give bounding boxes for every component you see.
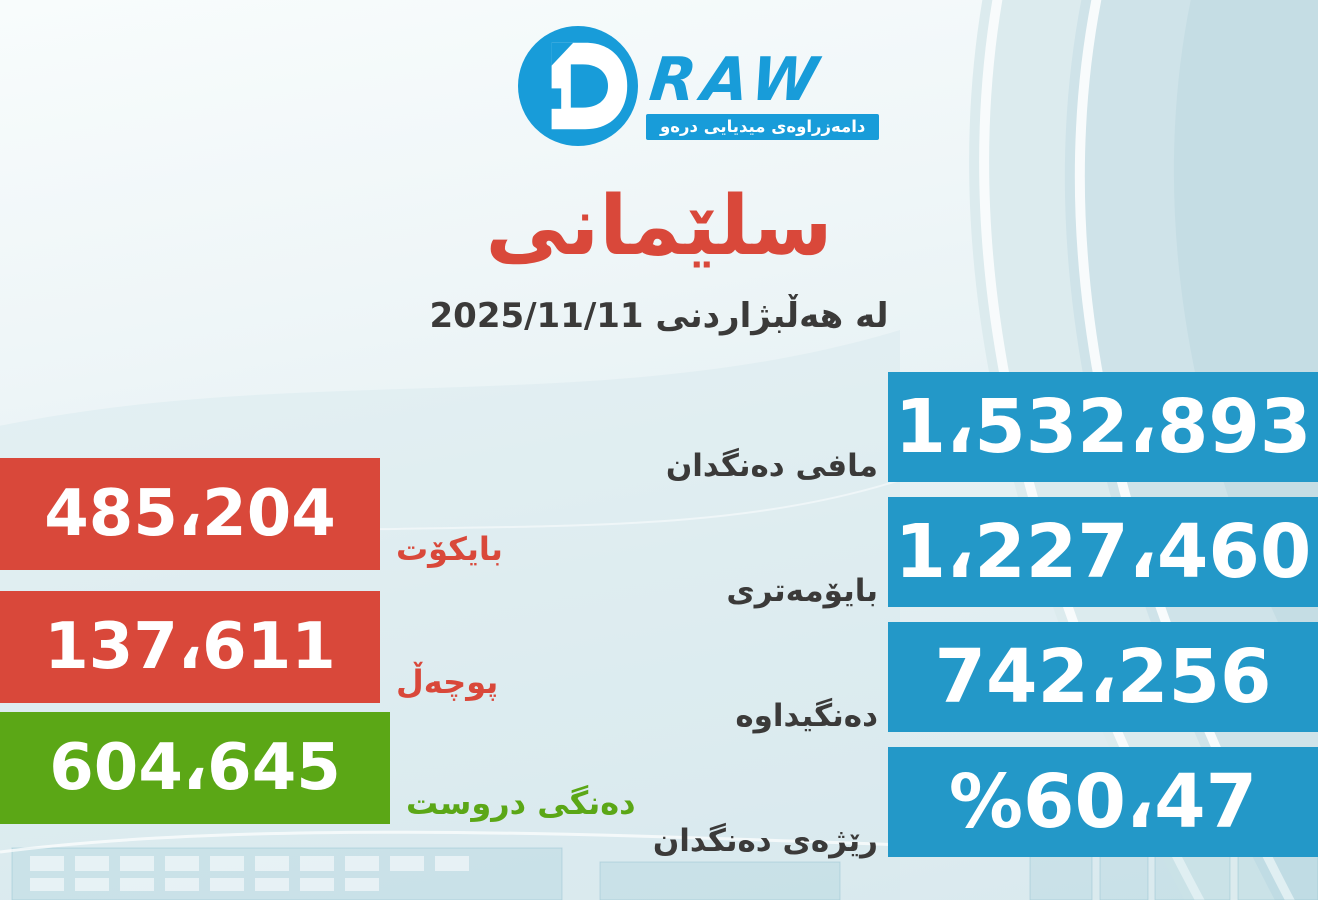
stat-value-boycott: 485،204 xyxy=(44,477,336,551)
stat-value-turnout-rate: %60،47 xyxy=(948,759,1258,845)
stat-label-turnout-rate: رێژەی دەنگدان xyxy=(652,823,878,859)
page-title: سلێمانی xyxy=(485,179,833,274)
stat-row-eligible-voters: مافی دەنگدان 1،532،893 xyxy=(0,372,1318,484)
stat-value-eligible-voters: 1،532،893 xyxy=(894,384,1312,470)
stat-row-turnout-rate: رێژەی دەنگدان %60،47 xyxy=(0,747,1318,859)
stat-value-valid-votes: 604،645 xyxy=(49,731,341,805)
stat-row-invalid-votes: 137،611 پوچەڵ xyxy=(0,591,1318,703)
election-date-subtitle: لە هەڵبژاردنی 2025/11/11 xyxy=(429,296,889,336)
stat-box-turnout-rate: %60،47 xyxy=(888,747,1318,857)
stat-box-voted: 742،256 xyxy=(888,622,1318,732)
stat-box-biometric: 1،227،460 xyxy=(888,497,1318,607)
stat-label-valid-votes: دەنگی دروست xyxy=(406,784,636,822)
stat-value-biometric: 1،227،460 xyxy=(894,509,1312,595)
stat-row-valid-votes: 604،645 دەنگی دروست xyxy=(0,712,1318,824)
stat-box-eligible-voters: 1،532،893 xyxy=(888,372,1318,482)
logo-text-group: RAW دامەزراوەی میدیایی درەو xyxy=(646,16,880,140)
stat-row-biometric: بایۆمەتری 1،227،460 xyxy=(0,497,1318,609)
stat-label-invalid-votes: پوچەڵ xyxy=(396,663,499,701)
stat-value-voted: 742،256 xyxy=(934,634,1272,720)
stat-box-valid-votes: 604،645 xyxy=(0,712,390,824)
stat-row-boycott: 485،204 بایکۆت xyxy=(0,458,1318,570)
stat-label-voted: دەنگیداوە xyxy=(735,698,878,734)
stat-label-biometric: بایۆمەتری xyxy=(726,573,878,609)
logo-block: RAW دامەزراوەی میدیایی درەو xyxy=(518,16,880,146)
logo-tagline: دامەزراوەی میدیایی درەو xyxy=(646,114,880,140)
stat-box-invalid-votes: 137،611 xyxy=(0,591,380,703)
stat-value-invalid-votes: 137،611 xyxy=(44,610,336,684)
stat-box-boycott: 485،204 xyxy=(0,458,380,570)
logo-wordmark: RAW xyxy=(646,45,828,115)
stat-row-voted: دەنگیداوە 742،256 xyxy=(0,622,1318,734)
stat-label-boycott: بایکۆت xyxy=(396,530,503,568)
draw-logo-icon xyxy=(518,26,638,146)
stat-label-eligible-voters: مافی دەنگدان xyxy=(665,448,878,484)
